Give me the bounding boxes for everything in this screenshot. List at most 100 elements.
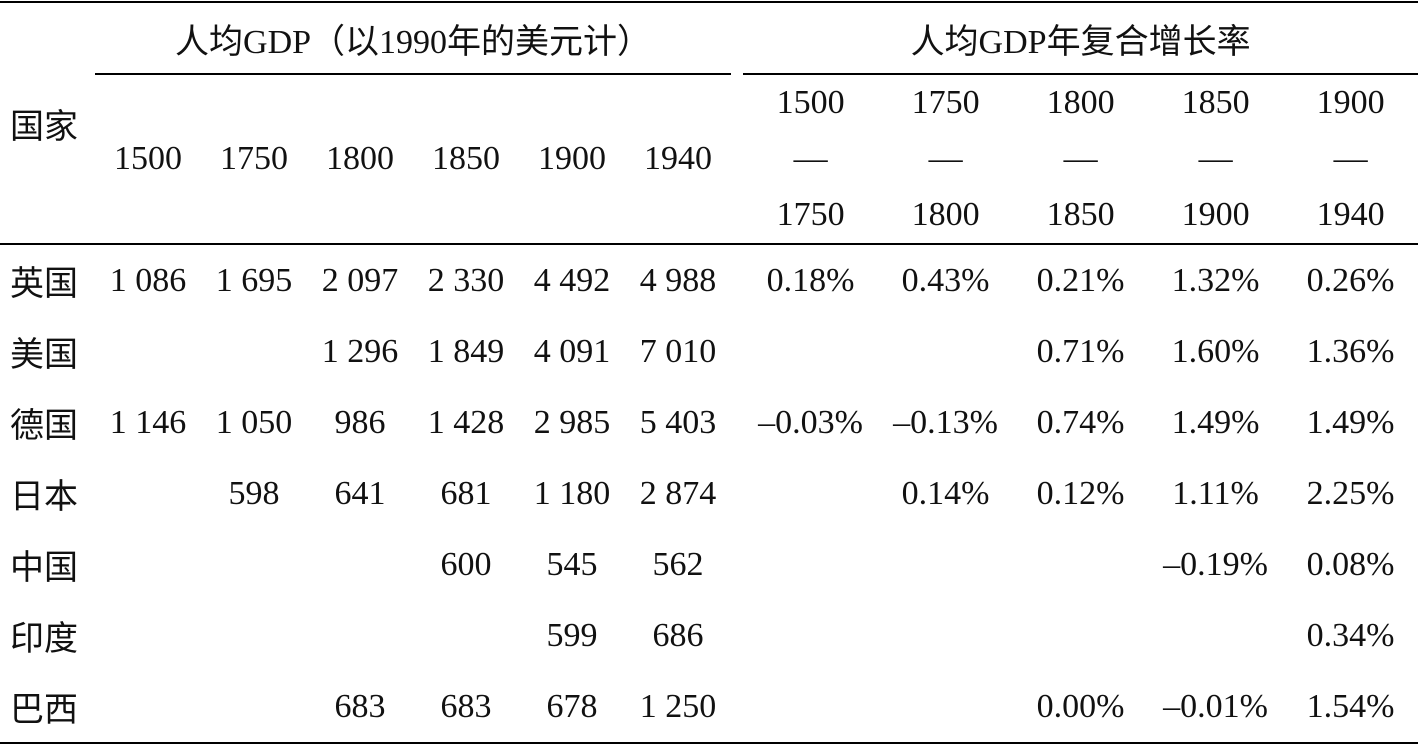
value-cell xyxy=(1148,600,1283,671)
value-cell: 2 874 xyxy=(639,474,717,512)
value-cell xyxy=(95,600,201,671)
value-cell: 7 010 xyxy=(639,332,717,370)
period-header: 1500—1750 xyxy=(743,74,879,245)
value-cell: 0.08% xyxy=(1306,545,1395,583)
value-cell: 0.18% xyxy=(766,261,855,299)
value-cell xyxy=(1013,529,1148,600)
subheader-row: 1500 1750 1800 1850 1900 1940 1500—1750 1750—18… xyxy=(0,74,1419,245)
value-cell: 1 695 xyxy=(215,261,293,299)
value-cell: 1.49% xyxy=(1306,403,1395,441)
value-cell: 2 985 xyxy=(533,403,611,441)
year-header: 1850 xyxy=(413,74,519,245)
year-header: 1500 xyxy=(95,74,201,245)
value-cell: –0.03% xyxy=(758,403,863,441)
value-cell: 686 xyxy=(652,616,704,654)
period-header: 1850—1900 xyxy=(1148,74,1284,245)
value-cell xyxy=(95,529,201,600)
value-cell: 1.49% xyxy=(1171,403,1260,441)
value-cell xyxy=(413,600,519,671)
value-cell: 0.74% xyxy=(1036,403,1125,441)
value-cell: 683 xyxy=(413,671,519,744)
value-cell: 4 492 xyxy=(533,261,611,299)
spacer xyxy=(731,529,743,600)
spacer xyxy=(731,1,744,74)
value-cell xyxy=(307,600,413,671)
value-cell: –0.13% xyxy=(893,403,998,441)
period-header: 1900—1940 xyxy=(1283,74,1419,245)
value-cell xyxy=(743,316,878,387)
value-cell: 4 988 xyxy=(639,261,717,299)
value-cell: 600 xyxy=(440,545,492,583)
value-cell: 2.25% xyxy=(1306,474,1395,512)
value-cell xyxy=(878,529,1013,600)
value-cell: –0.01% xyxy=(1148,671,1284,744)
data-row: 巴西 683 683 678 1 250 0.00% –0.01% 1.54% xyxy=(0,671,1419,744)
value-cell: 562 xyxy=(652,545,704,583)
value-cell: 678 xyxy=(519,671,625,744)
value-cell: 1 296 xyxy=(321,332,399,370)
period-header: 1800—1850 xyxy=(1013,74,1149,245)
value-cell: 5 403 xyxy=(639,403,717,441)
spacer xyxy=(731,244,743,316)
year-header: 1750 xyxy=(201,74,307,245)
country-cell: 日本 xyxy=(10,479,78,516)
value-cell: 1 250 xyxy=(625,671,732,744)
value-cell: 1 428 xyxy=(427,403,505,441)
value-cell: 681 xyxy=(440,474,492,512)
value-cell: 599 xyxy=(546,616,598,654)
year-header: 1900 xyxy=(519,74,625,245)
value-cell xyxy=(95,458,201,529)
value-cell: 0.21% xyxy=(1036,261,1125,299)
value-cell: 0.43% xyxy=(901,261,990,299)
value-cell: 986 xyxy=(334,403,386,441)
value-cell: 683 xyxy=(307,671,413,744)
data-row: 印度 599 686 0.34% xyxy=(0,600,1418,671)
value-cell: 1 050 xyxy=(215,403,293,441)
value-cell xyxy=(201,671,307,744)
value-cell: 2 330 xyxy=(427,261,505,299)
header-row: 国家 人均GDP（以1990年的美元计） 人均GDP年复合增长率 xyxy=(0,1,1419,245)
value-cell: 1.11% xyxy=(1172,474,1259,512)
value-cell xyxy=(307,529,413,600)
value-cell xyxy=(1013,600,1148,671)
table-head: 国家 人均GDP（以1990年的美元计） 人均GDP年复合增长率 1500 175… xyxy=(0,1,1419,245)
data-row: 中国 600 545 562 –0.19% 0.08% xyxy=(0,529,1418,600)
value-cell xyxy=(743,458,878,529)
value-cell xyxy=(201,529,307,600)
value-cell: 0.71% xyxy=(1036,332,1125,370)
value-cell: 0.34% xyxy=(1306,616,1395,654)
value-cell: 2 097 xyxy=(321,261,399,299)
spacer xyxy=(731,671,744,744)
value-cell xyxy=(878,671,1014,744)
country-cell: 印度 xyxy=(10,621,78,658)
value-cell: 1.60% xyxy=(1171,332,1260,370)
value-cell: 598 xyxy=(228,474,280,512)
data-row: 英国 1 086 1 695 2 097 2 330 4 492 4 988 0.18% 0.4… xyxy=(0,244,1418,316)
spacer xyxy=(731,316,743,387)
value-cell: –0.19% xyxy=(1163,545,1268,583)
value-cell: 1.36% xyxy=(1306,332,1395,370)
country-header: 国家 xyxy=(0,1,95,245)
value-cell xyxy=(743,600,878,671)
spacer xyxy=(731,74,744,245)
value-cell xyxy=(201,316,307,387)
country-cell: 中国 xyxy=(10,550,78,587)
period-header: 1750—1800 xyxy=(878,74,1014,245)
spacer xyxy=(731,387,743,458)
value-cell: 1 180 xyxy=(533,474,611,512)
value-cell: 0.26% xyxy=(1306,261,1395,299)
data-row: 美国 1 296 1 849 4 091 7 010 0.71% 1.60% 1.36% xyxy=(0,316,1418,387)
spacer xyxy=(731,458,743,529)
year-header: 1940 xyxy=(625,74,732,245)
value-cell xyxy=(743,529,878,600)
value-cell: 641 xyxy=(334,474,386,512)
value-cell xyxy=(95,316,201,387)
value-cell xyxy=(743,671,879,744)
country-cell: 英国 xyxy=(10,266,78,303)
value-cell: 1 146 xyxy=(109,403,187,441)
value-cell: 1.54% xyxy=(1283,671,1419,744)
data-row: 德国 1 146 1 050 986 1 428 2 985 5 403 –0.03% –0.1… xyxy=(0,387,1418,458)
value-cell: 1.32% xyxy=(1171,261,1260,299)
